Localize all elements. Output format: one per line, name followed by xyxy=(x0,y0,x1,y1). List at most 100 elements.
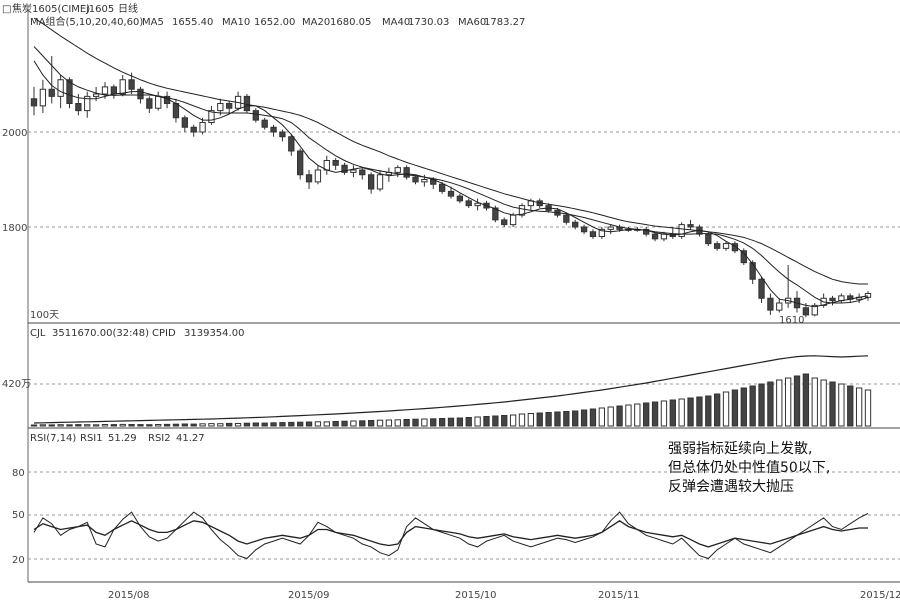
volume-bar xyxy=(376,419,384,427)
candle-body xyxy=(474,202,481,207)
volume-bar xyxy=(705,395,712,427)
y-tick-2000: 2000 xyxy=(2,128,27,139)
corner-label: 100天 xyxy=(30,310,59,321)
candle-body xyxy=(572,221,579,228)
ma-line-ma10 xyxy=(33,46,869,304)
candle-body xyxy=(403,167,410,178)
candle-body xyxy=(447,190,455,197)
candle-body xyxy=(607,226,614,230)
volume-bar xyxy=(714,393,721,427)
ma5-label: MA5 xyxy=(142,17,164,28)
contract-symbol: j1605 xyxy=(85,4,114,15)
candle-body xyxy=(314,169,322,183)
volume-bar xyxy=(110,424,118,427)
volume-bar xyxy=(589,408,597,427)
x-label-2015-09: 2015/09 xyxy=(288,590,330,601)
volume-bar xyxy=(580,409,588,427)
volume-bar xyxy=(554,411,561,427)
candle-body xyxy=(367,174,375,190)
candle-body xyxy=(297,150,304,176)
volume-bar xyxy=(696,396,703,427)
volume-bar xyxy=(740,387,747,427)
volume-bar xyxy=(119,423,126,427)
candle-body xyxy=(181,117,188,128)
volume-bar xyxy=(350,420,357,427)
ma5-value: 1655.40 xyxy=(172,17,213,28)
candle-body xyxy=(252,110,259,121)
candle-body xyxy=(714,243,721,249)
volume-bar xyxy=(359,420,366,427)
candle-body xyxy=(394,167,401,173)
rsi-line-rsi1 xyxy=(33,511,869,560)
rsi2-value: 41.27 xyxy=(176,433,205,444)
volume-bar xyxy=(66,424,73,427)
rsi-y-tick-80: 80 xyxy=(12,468,25,479)
candle-body xyxy=(651,233,659,240)
volume-bar xyxy=(226,422,233,427)
volume-bar xyxy=(784,377,792,427)
volume-bar xyxy=(749,385,756,427)
period-label: 日线 xyxy=(118,2,138,15)
volume-bar xyxy=(314,421,322,427)
candle-body xyxy=(39,88,47,107)
volume-bar xyxy=(367,420,375,427)
volume-bar xyxy=(474,416,481,427)
volume-bar xyxy=(793,375,801,427)
candle-body xyxy=(811,304,818,316)
candle-body xyxy=(119,79,126,95)
x-label-2015-10: 2015/10 xyxy=(455,590,497,601)
rsi1-label: RSI1 xyxy=(80,433,103,444)
ma20-label: MA20 xyxy=(302,17,330,28)
cjl-value: 3511670.00(32:48) xyxy=(52,328,149,339)
ma-line-ma5 xyxy=(33,60,869,308)
volume-bar xyxy=(598,407,605,427)
candle-body xyxy=(829,297,836,302)
volume-bar xyxy=(643,402,650,427)
volume-bar xyxy=(776,379,783,427)
volume-bar xyxy=(660,400,668,427)
contract-title: 焦炭1605(CIME) xyxy=(12,2,90,15)
volume-bar xyxy=(802,373,810,427)
volume-bar xyxy=(101,424,109,427)
ma-group-label: MA组合(5,10,20,40,60) xyxy=(30,15,143,28)
candle-body xyxy=(438,183,446,192)
candle-body xyxy=(722,243,730,249)
volume-bar xyxy=(767,381,774,427)
candle-body xyxy=(687,224,694,228)
volume-bar xyxy=(332,421,339,427)
volume-bar xyxy=(84,424,91,427)
volume-bar xyxy=(447,417,455,427)
volume-bar xyxy=(323,421,330,427)
volume-bar xyxy=(483,416,490,427)
volume-bar xyxy=(634,403,641,427)
candle-body xyxy=(412,176,419,183)
volume-bar xyxy=(829,381,836,427)
volume-bar xyxy=(288,421,295,427)
volume-bar xyxy=(438,418,446,427)
volume-bar xyxy=(261,422,268,427)
candle-body xyxy=(288,136,295,152)
candle-body xyxy=(217,103,224,112)
cpid-value: 3139354.00 xyxy=(184,328,244,339)
cpid-label: CPID xyxy=(152,328,176,339)
ma40-label: MA40 xyxy=(382,17,410,28)
rsi-y-tick-50: 50 xyxy=(12,510,25,521)
volume-bar xyxy=(758,383,765,427)
candle-body xyxy=(279,131,286,138)
candle-body xyxy=(864,293,872,298)
volume-bar xyxy=(75,424,82,427)
candle-body xyxy=(261,119,268,128)
volume-bar xyxy=(616,405,623,427)
annotation-note: 强弱指标延续向上发散, 但总体仍处中性值50以下, 反弹会遭遇较大抛压 xyxy=(668,440,888,497)
volume-bar xyxy=(811,377,818,427)
candle-body xyxy=(776,302,783,311)
ma10-label: MA10 xyxy=(222,17,250,28)
volume-y-tick: 420万 xyxy=(2,379,31,390)
volume-bar xyxy=(146,424,153,427)
candle-body xyxy=(678,224,685,237)
volume-bar xyxy=(430,418,437,427)
candle-body xyxy=(660,233,668,240)
candle-body xyxy=(492,207,499,221)
volume-bar xyxy=(163,423,171,427)
candle-body xyxy=(518,205,526,216)
